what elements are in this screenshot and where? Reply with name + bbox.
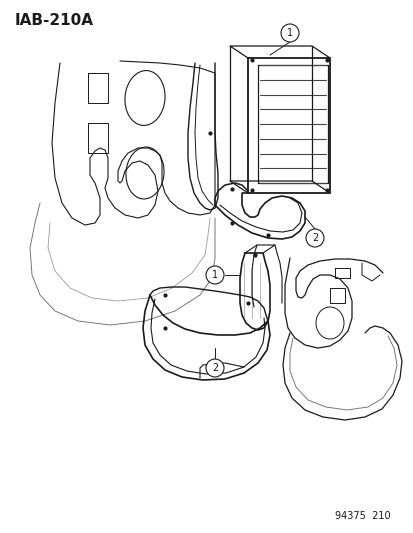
Circle shape: [206, 359, 223, 377]
Text: 1: 1: [211, 270, 218, 280]
Text: IAB-210A: IAB-210A: [15, 13, 94, 28]
Text: 94375  210: 94375 210: [334, 511, 390, 521]
Text: 1: 1: [286, 28, 292, 38]
Text: 2: 2: [311, 233, 317, 243]
Circle shape: [280, 24, 298, 42]
Circle shape: [206, 266, 223, 284]
Text: 2: 2: [211, 363, 218, 373]
Circle shape: [305, 229, 323, 247]
